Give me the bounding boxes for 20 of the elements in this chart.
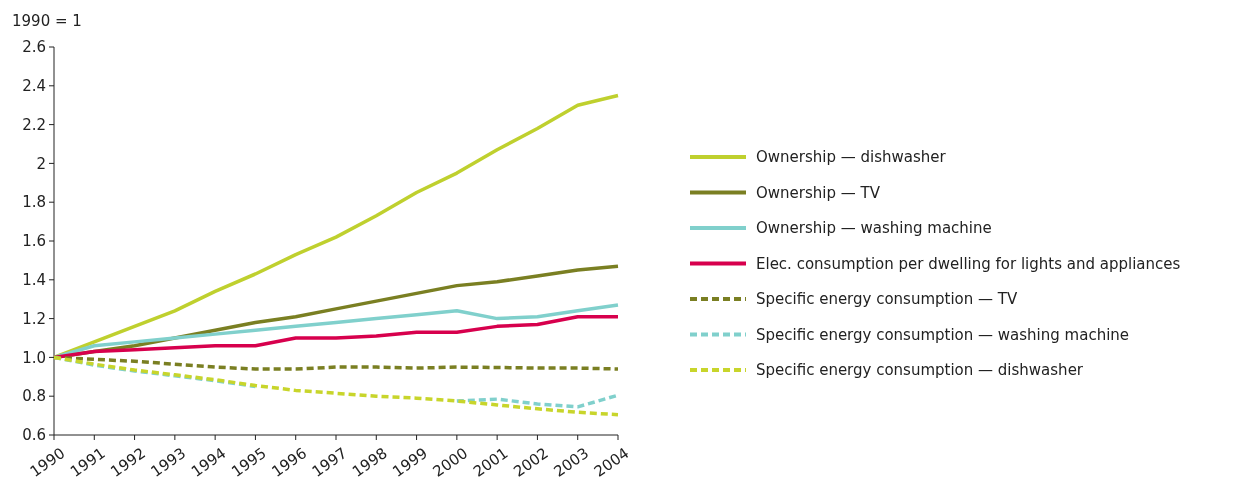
y-tick-label: 1.4: [22, 271, 46, 290]
y-tick-label: 1.2: [22, 309, 46, 328]
legend-label: Specific energy consumption — washing machine: [756, 325, 1130, 344]
y-tick-label: 2.4: [22, 77, 46, 96]
y-tick-label: 1.0: [22, 348, 46, 367]
legend-label: Ownership — TV: [756, 183, 881, 202]
line-series: [52, 314, 620, 360]
y-axis-title: 1990 = 1: [12, 12, 82, 30]
y-tick-label: 1.8: [22, 193, 46, 212]
y-tick-label: 2.6: [22, 38, 46, 57]
legend-label: Specific energy consumption — TV: [756, 290, 1018, 309]
y-tick-label: 2.2: [22, 115, 46, 134]
legend-label: Ownership — washing machine: [756, 219, 992, 238]
legend-label: Specific energy consumption — dishwasher: [756, 361, 1084, 380]
y-tick-label: 1.6: [22, 232, 46, 251]
y-tick-label: 0.6: [22, 426, 46, 445]
y-tick-label: 2: [36, 154, 46, 173]
y-tick-label: 0.8: [22, 387, 46, 406]
legend-label: Ownership — dishwasher: [756, 148, 947, 167]
legend-label: Elec. consumption per dwelling for lights and appliances: [756, 254, 1181, 273]
